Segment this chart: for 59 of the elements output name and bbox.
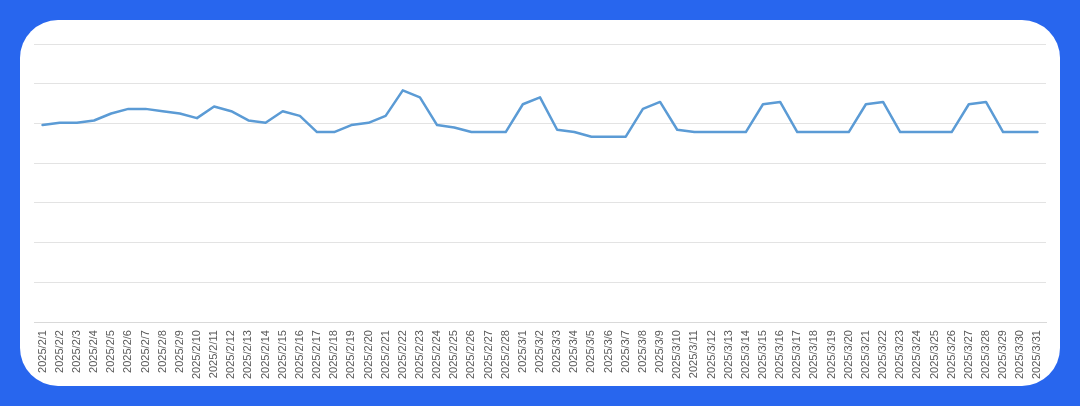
x-tick-label: 2025/3/8 bbox=[635, 330, 648, 373]
x-tick-label: 2025/3/2 bbox=[533, 330, 546, 373]
x-tick-label: 2025/2/3 bbox=[69, 330, 82, 373]
x-tick-label: 2025/2/22 bbox=[395, 330, 408, 379]
x-tick-label: 2025/3/25 bbox=[927, 330, 940, 379]
x-tick-label: 2025/2/15 bbox=[275, 330, 288, 379]
x-tick-label: 2025/2/28 bbox=[498, 330, 511, 379]
x-tick-label: 2025/3/10 bbox=[670, 330, 683, 379]
x-tick-label: 2025/3/14 bbox=[738, 330, 751, 379]
x-tick-label: 2025/2/27 bbox=[481, 330, 494, 379]
x-tick-label: 2025/2/25 bbox=[447, 330, 460, 379]
x-tick-label: 2025/2/20 bbox=[361, 330, 374, 379]
x-tick-label: 2025/2/16 bbox=[292, 330, 305, 379]
x-tick-label: 2025/2/14 bbox=[258, 330, 271, 379]
x-tick-label: 2025/2/4 bbox=[87, 330, 100, 373]
x-tick-label: 2025/2/24 bbox=[430, 330, 443, 379]
x-tick-label: 2025/3/19 bbox=[824, 330, 837, 379]
x-tick-label: 2025/3/13 bbox=[721, 330, 734, 379]
x-tick-label: 2025/2/12 bbox=[224, 330, 237, 379]
x-tick-label: 2025/3/11 bbox=[687, 330, 700, 379]
x-tick-label: 2025/2/13 bbox=[241, 330, 254, 379]
x-tick-label: 2025/3/9 bbox=[653, 330, 666, 373]
x-tick-label: 2025/3/21 bbox=[858, 330, 871, 379]
x-tick-label: 2025/2/8 bbox=[155, 330, 168, 373]
x-tick-label: 2025/2/7 bbox=[138, 330, 151, 373]
x-tick-label: 2025/3/17 bbox=[790, 330, 803, 379]
x-tick-label: 2025/2/2 bbox=[52, 330, 65, 373]
x-tick-label: 2025/2/18 bbox=[327, 330, 340, 379]
x-tick-label: 2025/3/29 bbox=[996, 330, 1009, 379]
x-tick-label: 2025/3/1 bbox=[515, 330, 528, 373]
x-tick-label: 2025/2/11 bbox=[207, 330, 220, 379]
x-tick-label: 2025/3/18 bbox=[807, 330, 820, 379]
x-tick-label: 2025/2/26 bbox=[464, 330, 477, 379]
x-tick-label: 2025/2/9 bbox=[172, 330, 185, 373]
x-tick-label: 2025/2/23 bbox=[412, 330, 425, 379]
x-tick-label: 2025/2/17 bbox=[310, 330, 323, 379]
x-tick-label: 2025/3/24 bbox=[910, 330, 923, 379]
x-tick-label: 2025/3/5 bbox=[584, 330, 597, 373]
x-tick-label: 2025/2/19 bbox=[344, 330, 357, 379]
x-tick-label: 2025/3/3 bbox=[550, 330, 563, 373]
x-tick-label: 2025/3/27 bbox=[961, 330, 974, 379]
x-tick-label: 2025/3/23 bbox=[893, 330, 906, 379]
x-tick-label: 2025/3/30 bbox=[1013, 330, 1026, 379]
x-tick-label: 2025/2/6 bbox=[121, 330, 134, 373]
x-tick-label: 2025/3/26 bbox=[944, 330, 957, 379]
x-tick-label: 2025/3/12 bbox=[704, 330, 717, 379]
x-tick-label: 2025/3/20 bbox=[841, 330, 854, 379]
x-tick-label: 2025/2/21 bbox=[378, 330, 391, 379]
x-tick-label: 2025/2/5 bbox=[104, 330, 117, 373]
x-tick-label: 2025/3/31 bbox=[1030, 330, 1043, 379]
x-tick-label: 2025/3/28 bbox=[979, 330, 991, 379]
x-tick-label: 2025/3/6 bbox=[601, 330, 614, 373]
x-tick-label: 2025/3/4 bbox=[567, 330, 580, 373]
x-tick-label: 2025/2/10 bbox=[189, 330, 202, 379]
x-tick-label: 2025/3/15 bbox=[756, 330, 769, 379]
x-tick-label: 2025/3/22 bbox=[876, 330, 889, 379]
x-tick-label: 2025/3/7 bbox=[618, 330, 631, 373]
x-tick-label: 2025/2/1 bbox=[35, 330, 48, 373]
x-tick-label: 2025/3/16 bbox=[773, 330, 786, 379]
